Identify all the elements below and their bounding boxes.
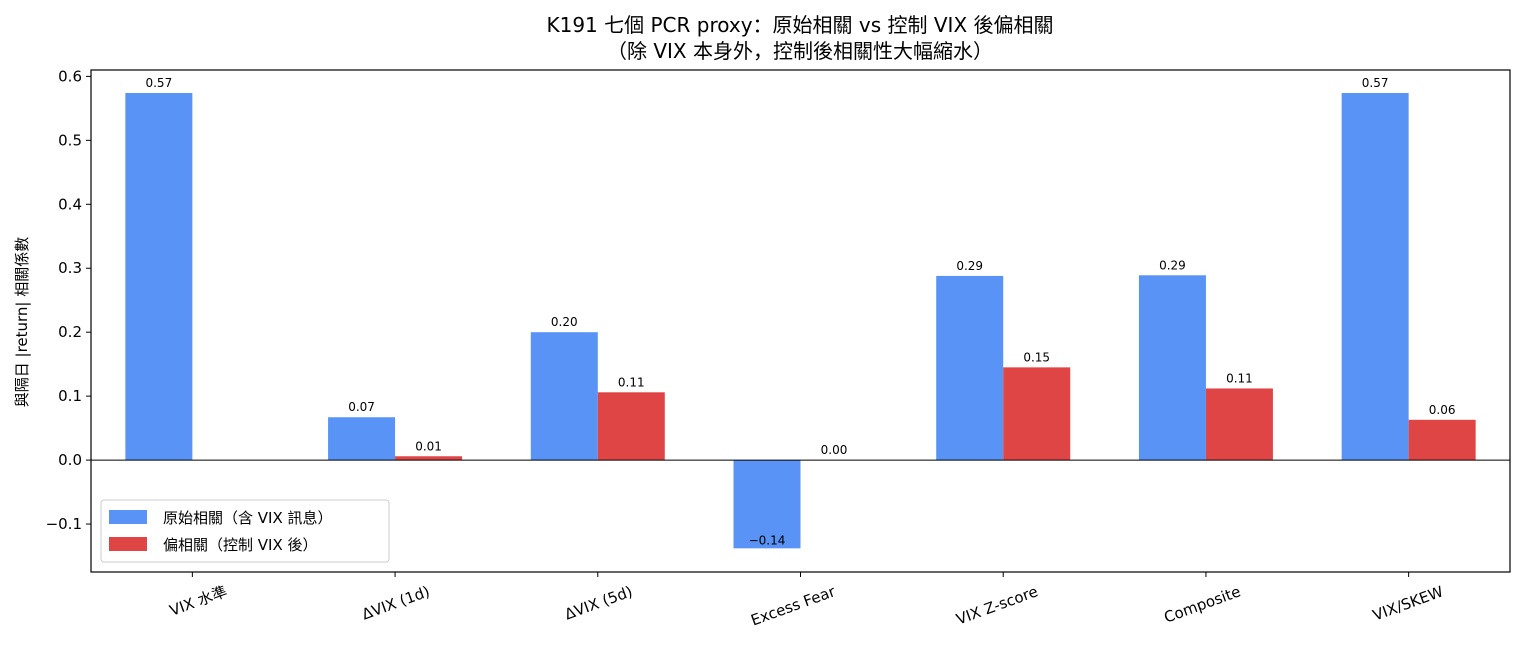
y-tick-label: −0.1 bbox=[46, 515, 82, 533]
bar-raw-correlation bbox=[1341, 93, 1409, 461]
data-label: 0.15 bbox=[1023, 350, 1050, 364]
legend-swatch bbox=[109, 537, 147, 551]
x-tick-label: Excess Fear bbox=[748, 582, 838, 629]
bar-partial-correlation bbox=[1205, 388, 1273, 461]
legend-swatch bbox=[109, 510, 147, 524]
y-tick-label: 0.0 bbox=[58, 451, 82, 469]
chart-title: K191 七個 PCR proxy：原始相關 vs 控制 VIX 後偏相關 bbox=[546, 13, 1053, 37]
y-axis-label: 與隔日 |return| 相關係數 bbox=[13, 237, 31, 408]
data-label: 0.29 bbox=[1159, 258, 1186, 272]
chart-subtitle: （除 VIX 本身外，控制後相關性大幅縮水） bbox=[607, 39, 993, 63]
data-label: −0.14 bbox=[749, 533, 786, 547]
data-label: 0.57 bbox=[1362, 76, 1389, 90]
bar-raw-correlation bbox=[733, 460, 801, 549]
data-label: 0.11 bbox=[1226, 371, 1253, 385]
bar-raw-correlation bbox=[936, 275, 1004, 461]
bar-raw-correlation bbox=[1138, 275, 1206, 461]
bar-partial-correlation bbox=[395, 456, 463, 461]
x-tick-label: VIX Z-score bbox=[954, 582, 1040, 628]
x-tick-label: VIX 水準 bbox=[167, 582, 229, 619]
legend: 原始相關（含 VIX 訊息） 偏相關（控制 VIX 後） bbox=[100, 499, 390, 563]
data-label: 0.07 bbox=[348, 400, 375, 414]
y-tick-label: 0.6 bbox=[58, 67, 82, 85]
y-tick-label: 0.5 bbox=[58, 131, 82, 149]
bar-partial-correlation bbox=[1408, 419, 1476, 461]
y-tick-label: 0.1 bbox=[58, 387, 82, 405]
x-tick-label: ΔVIX (5d) bbox=[562, 582, 635, 623]
data-label: 0.00 bbox=[821, 443, 848, 457]
legend-entry: 原始相關（含 VIX 訊息） bbox=[163, 509, 333, 527]
bar-raw-correlation bbox=[530, 332, 598, 461]
legend-box bbox=[100, 499, 390, 563]
x-tick-label: ΔVIX (1d) bbox=[360, 582, 433, 623]
data-label: 0.11 bbox=[618, 375, 645, 389]
x-tick-label: VIX/SKEW bbox=[1370, 582, 1446, 624]
data-label: 0.29 bbox=[956, 259, 983, 273]
bar-partial-correlation bbox=[1003, 367, 1071, 461]
bar-raw-correlation bbox=[125, 93, 193, 461]
data-label: 0.01 bbox=[415, 439, 442, 453]
data-label: 0.20 bbox=[551, 315, 578, 329]
bar-raw-correlation bbox=[328, 417, 396, 461]
x-tick-label: Composite bbox=[1162, 582, 1243, 626]
y-tick-label: 0.2 bbox=[58, 323, 82, 341]
y-tick-label: 0.4 bbox=[58, 195, 82, 213]
y-tick-label: 0.3 bbox=[58, 259, 82, 277]
data-label: 0.57 bbox=[145, 76, 172, 90]
data-label: 0.06 bbox=[1429, 403, 1456, 417]
legend-entry: 偏相關（控制 VIX 後） bbox=[163, 536, 318, 554]
bar-partial-correlation bbox=[597, 392, 665, 461]
